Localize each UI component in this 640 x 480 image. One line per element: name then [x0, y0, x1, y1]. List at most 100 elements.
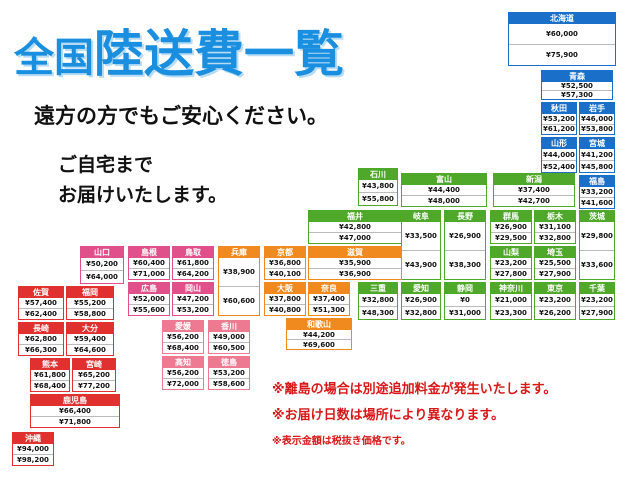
- prefecture-name: 広島: [129, 283, 169, 294]
- price: ¥37,800: [269, 295, 301, 303]
- prefecture-box: 長野 ¥26,900 ¥38,300: [444, 210, 486, 280]
- prefecture-name: 秋田: [542, 103, 576, 114]
- price: ¥72,000: [163, 378, 203, 389]
- prefecture-name: 香川: [209, 321, 249, 332]
- prefecture-name: 石川: [359, 169, 397, 180]
- price: ¥32,800: [535, 232, 575, 243]
- note: ※お届け日数は場所により異なります。: [272, 408, 505, 423]
- price: ¥45,800: [580, 160, 614, 172]
- prefecture-box: 鳥取 ¥61,800 ¥64,200: [172, 246, 214, 280]
- prefecture-name: 滋賀: [309, 247, 401, 258]
- price: ¥26,200: [535, 306, 575, 319]
- prefecture-box: 岩手 ¥46,000 ¥53,800: [579, 102, 615, 135]
- prefecture-name: 岩手: [580, 103, 614, 114]
- prefecture-name: 奈良: [309, 283, 349, 294]
- prefecture-box: 山形 ¥44,000 ¥52,400: [541, 137, 577, 173]
- prefecture-box: 石川 ¥43,800 ¥55,800: [358, 168, 398, 206]
- price: ¥60,000: [546, 30, 578, 38]
- price: ¥29,800: [581, 232, 613, 240]
- prefecture-box: 滋賀 ¥35,900 ¥36,900: [308, 246, 402, 280]
- prefecture-box: 富山 ¥44,400 ¥48,000: [401, 173, 487, 207]
- price: ¥57,300: [542, 90, 612, 99]
- price: ¥52,400: [542, 160, 576, 172]
- prefecture-name: 茨城: [580, 211, 614, 222]
- price: ¥77,200: [73, 380, 115, 391]
- prefecture-name: 高知: [163, 357, 203, 368]
- price: ¥57,400: [25, 299, 57, 307]
- prefecture-name: 埼玉: [535, 247, 575, 258]
- prefecture-box: 高知 ¥56,200 ¥72,000: [162, 356, 204, 390]
- prefecture-name: 福井: [309, 211, 401, 222]
- prefecture-name: 福島: [580, 176, 614, 187]
- prefecture-box: 広島 ¥52,000 ¥55,600: [128, 282, 170, 316]
- prefecture-name: 岐阜: [402, 211, 440, 222]
- prefecture-box: 栃木 ¥31,100 ¥32,800: [534, 210, 576, 244]
- price: ¥26,900: [405, 296, 437, 304]
- price: ¥71,000: [129, 268, 169, 279]
- price: ¥37,400: [313, 295, 345, 303]
- price: ¥44,200: [303, 330, 335, 339]
- price: ¥21,000: [495, 296, 527, 304]
- prefecture-box: 山梨 ¥23,200 ¥27,800: [490, 246, 532, 280]
- prefecture-name: 静岡: [445, 283, 485, 294]
- prefecture-box: 福島 ¥33,200 ¥41,600: [579, 175, 615, 209]
- prefecture-name: 和歌山: [287, 319, 351, 330]
- price: ¥27,800: [491, 268, 531, 279]
- price: ¥64,200: [173, 268, 213, 279]
- prefecture-box: 群馬 ¥26,900 ¥29,500: [490, 210, 532, 244]
- price: ¥27,900: [580, 306, 614, 319]
- price: ¥61,800: [177, 259, 209, 267]
- price: ¥60,400: [133, 259, 165, 267]
- price: ¥64,000: [81, 270, 123, 283]
- prefecture-name: 山形: [542, 138, 576, 149]
- price: ¥23,300: [491, 306, 531, 319]
- prefecture-box: 京都 ¥36,800 ¥40,100: [264, 246, 306, 280]
- price: ¥0: [460, 296, 470, 304]
- prefecture-box: 東京 ¥23,200 ¥26,200: [534, 282, 576, 320]
- price: ¥33,500: [405, 232, 437, 240]
- price: ¥50,200: [86, 260, 118, 268]
- price: ¥32,800: [362, 296, 394, 304]
- price: ¥32,800: [402, 306, 440, 319]
- prefecture-box: 宮崎 ¥65,200 ¥77,200: [72, 358, 116, 392]
- prefecture-name: 宮城: [580, 138, 614, 149]
- price: ¥56,200: [167, 333, 199, 341]
- prefecture-box: 大分 ¥59,400 ¥64,600: [66, 322, 114, 356]
- prefecture-name: 福岡: [67, 287, 113, 298]
- price: ¥65,200: [78, 371, 110, 379]
- price: ¥43,900: [402, 250, 440, 279]
- title: 全国陸送費一覧: [14, 14, 344, 86]
- price: ¥41,200: [581, 150, 613, 159]
- prefecture-name: 鹿児島: [31, 395, 119, 406]
- price: ¥48,000: [402, 195, 486, 206]
- price: ¥26,900: [495, 223, 527, 231]
- note: ※表示金額は税抜き価格です。: [272, 436, 411, 447]
- price: ¥42,800: [339, 223, 371, 231]
- price: ¥66,400: [59, 407, 91, 415]
- prefecture-box: 福岡 ¥55,200 ¥58,800: [66, 286, 114, 320]
- prefecture-box: 兵庫 ¥38,900 ¥60,600: [218, 246, 260, 316]
- price: ¥59,400: [74, 335, 106, 343]
- price: ¥53,200: [543, 114, 575, 123]
- prefecture-box: 長崎 ¥62,800 ¥66,300: [18, 322, 64, 356]
- prefecture-box: 奈良 ¥37,400 ¥51,300: [308, 282, 350, 316]
- price: ¥69,600: [287, 339, 351, 349]
- price: ¥43,800: [362, 182, 394, 190]
- prefecture-name: 東京: [535, 283, 575, 294]
- price: ¥61,200: [542, 123, 576, 134]
- prefecture-box: 山口 ¥50,200 ¥64,000: [80, 246, 124, 284]
- price: ¥94,000: [17, 445, 49, 453]
- prefecture-box: 埼玉 ¥25,500 ¥27,900: [534, 246, 576, 280]
- price: ¥42,700: [494, 195, 574, 206]
- price: ¥47,200: [177, 295, 209, 303]
- prefecture-name: 山口: [81, 247, 123, 258]
- price: ¥55,200: [74, 299, 106, 307]
- prefecture-name: 鳥取: [173, 247, 213, 258]
- prefecture-box: 岐阜 ¥33,500 ¥43,900: [401, 210, 441, 280]
- prefecture-box: 佐賀 ¥57,400 ¥62,400: [18, 286, 64, 320]
- prefecture-name: 神奈川: [491, 283, 531, 294]
- prefecture-name: 富山: [402, 174, 486, 185]
- prefecture-box: 愛媛 ¥56,200 ¥68,400: [162, 320, 204, 354]
- price: ¥27,900: [535, 268, 575, 279]
- prefecture-name: 山梨: [491, 247, 531, 258]
